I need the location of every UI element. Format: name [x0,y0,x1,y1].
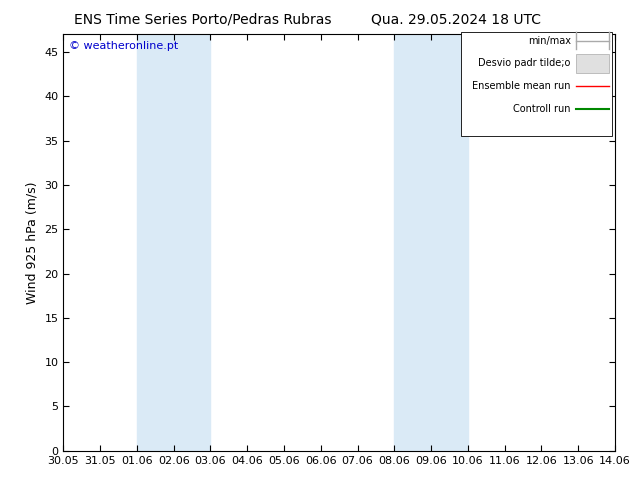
Text: min/max: min/max [528,36,571,46]
Text: Ensemble mean run: Ensemble mean run [472,81,571,91]
Text: Controll run: Controll run [514,104,571,114]
Text: © weatheronline.pt: © weatheronline.pt [69,41,178,50]
FancyBboxPatch shape [576,53,609,74]
Y-axis label: Wind 925 hPa (m/s): Wind 925 hPa (m/s) [26,181,39,304]
Bar [394,34,468,451]
Text: Qua. 29.05.2024 18 UTC: Qua. 29.05.2024 18 UTC [372,12,541,26]
Text: min/max: min/max [528,36,571,46]
Text: Ensemble mean run: Ensemble mean run [472,81,571,91]
Text: Desvio padr tilde;o: Desvio padr tilde;o [479,58,571,69]
Text: Desvio padr tilde;o: Desvio padr tilde;o [479,58,571,69]
FancyBboxPatch shape [460,32,612,136]
Bar [137,34,210,451]
Text: Controll run: Controll run [514,104,571,114]
Text: ENS Time Series Porto/Pedras Rubras: ENS Time Series Porto/Pedras Rubras [74,12,332,26]
FancyBboxPatch shape [576,54,609,73]
